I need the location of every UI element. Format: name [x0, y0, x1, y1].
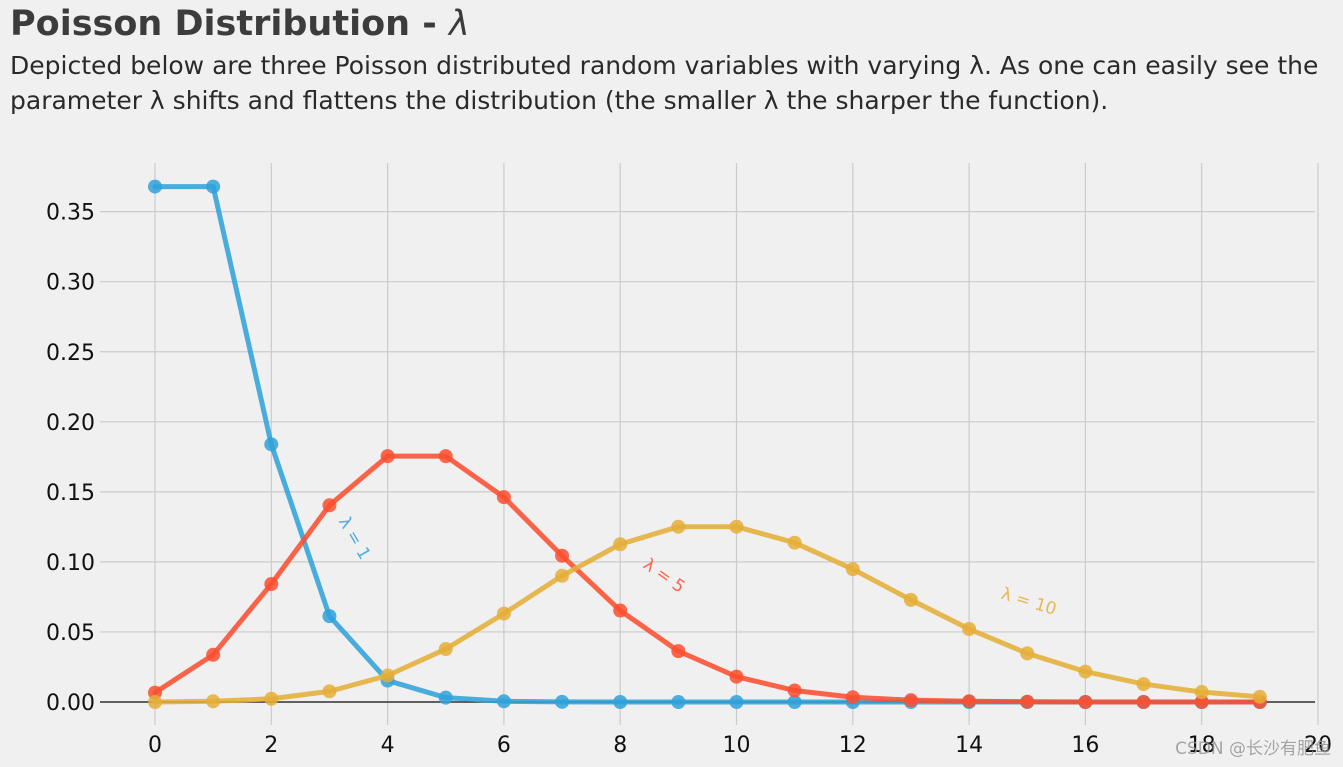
data-point	[1078, 664, 1093, 679]
data-point	[671, 695, 686, 709]
data-point	[1020, 646, 1035, 661]
data-point	[555, 694, 570, 709]
data-point	[555, 568, 570, 583]
x-tick-label: 6	[497, 733, 511, 758]
data-point	[1194, 685, 1209, 700]
data-point	[1136, 677, 1151, 692]
data-point	[264, 437, 279, 452]
x-tick-label: 8	[613, 733, 627, 758]
data-point	[787, 535, 802, 550]
y-tick-label: 0.25	[46, 341, 95, 366]
data-point	[322, 684, 337, 699]
x-tick-label: 16	[1071, 733, 1099, 758]
data-point	[438, 642, 453, 657]
y-tick-label: 0.30	[46, 271, 95, 296]
y-tick-label: 0.35	[46, 201, 95, 226]
data-point	[845, 562, 860, 577]
x-tick-label: 0	[148, 733, 162, 758]
series-1	[148, 449, 1267, 709]
chart-title-symbol: λ	[448, 4, 470, 44]
grid	[100, 163, 1319, 725]
data-point	[1194, 695, 1209, 709]
data-point	[1078, 695, 1093, 709]
x-tick-label: 2	[264, 733, 278, 758]
data-point	[903, 592, 918, 607]
y-tick-label: 0.00	[46, 691, 95, 716]
data-point	[962, 694, 977, 709]
data-point	[1020, 694, 1035, 709]
chart-subtitle: Depicted below are three Poisson distrib…	[10, 51, 1319, 115]
data-point	[729, 519, 744, 534]
data-point	[206, 647, 221, 662]
data-point	[438, 690, 453, 705]
data-point	[496, 694, 511, 709]
data-point	[671, 519, 686, 534]
data-point	[671, 644, 686, 659]
data-point	[496, 606, 511, 621]
data-point	[322, 498, 337, 513]
x-tick-label: 18	[1188, 733, 1216, 758]
data-point	[1252, 689, 1267, 704]
chart-title: Poisson Distribution - λ	[10, 4, 470, 44]
x-tick-label: 14	[955, 733, 983, 758]
data-point	[729, 669, 744, 684]
data-point	[322, 609, 337, 624]
data-point	[613, 603, 628, 618]
watermark: CSDN @长沙有肥鱼	[1175, 739, 1331, 759]
y-tick-label: 0.15	[46, 481, 95, 506]
data-point	[787, 683, 802, 698]
data-point	[264, 577, 279, 592]
x-tick-label: 4	[381, 733, 395, 758]
data-point	[962, 622, 977, 637]
y-tick-label: 0.20	[46, 411, 95, 436]
series-line	[152, 184, 1263, 705]
series-2	[148, 519, 1267, 709]
data-point	[438, 449, 453, 464]
data-point	[496, 490, 511, 505]
series-0	[148, 179, 1267, 709]
x-tick-label: 10	[723, 733, 751, 758]
data-point	[555, 548, 570, 563]
y-tick-label: 0.05	[46, 621, 95, 646]
data-point	[148, 179, 162, 194]
x-tick-label: 20	[1304, 733, 1332, 758]
data-point	[613, 537, 628, 552]
data-point	[613, 695, 628, 709]
series-annotation: λ = 10	[999, 584, 1059, 620]
chart-title-text: Poisson Distribution -	[10, 4, 449, 44]
series-annotation: λ = 1	[334, 513, 374, 563]
data-point	[729, 695, 744, 709]
data-point	[380, 449, 395, 464]
y-tick-label: 0.10	[46, 551, 95, 576]
data-point	[787, 695, 802, 709]
series-line	[152, 453, 1263, 705]
series-annotation: λ = 5	[639, 555, 688, 598]
data-point	[264, 691, 279, 706]
data-point	[903, 693, 918, 708]
data-point	[380, 668, 395, 683]
data-point	[845, 690, 860, 705]
data-point	[206, 179, 221, 194]
x-tick-label: 12	[839, 733, 867, 758]
data-point	[148, 695, 162, 709]
data-point	[206, 694, 221, 709]
data-point	[1136, 695, 1151, 709]
series-line	[152, 524, 1263, 705]
